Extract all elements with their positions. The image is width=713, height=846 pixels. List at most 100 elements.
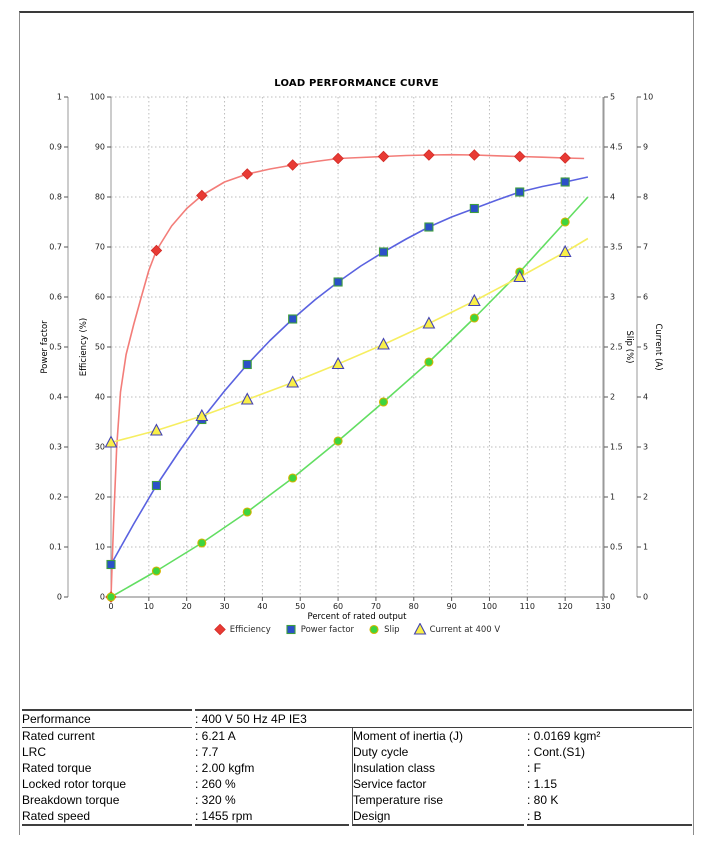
svg-text:5: 5 [610,93,615,102]
performance-value: : 400 V 50 Hz 4P IE3 [195,709,692,728]
current-marker [104,435,118,448]
spec-label: Insulation class [352,760,524,776]
efficiency-marker [332,152,344,165]
axis-title-power_factor: Power factor [40,320,50,374]
spec-table: Performance : 400 V 50 Hz 4P IE3 Rated c… [19,709,695,826]
svg-text:20: 20 [95,493,105,502]
power_factor-marker [378,247,389,257]
page-frame [19,11,694,835]
spec-value: : 80 K [527,793,559,807]
svg-text:60: 60 [95,293,105,302]
slip-marker [288,473,298,483]
curve-slip [110,196,589,598]
power_factor-marker [151,480,161,491]
current-marker [377,337,390,350]
axis-slip: 0 0.5 1 1.5 2 2.5 3 3.5 4 4.5 5 Slip (%) [603,93,634,602]
spec-label: Temperature rise [352,792,524,808]
svg-text:0.8: 0.8 [49,193,62,202]
spec-label: Breakdown torque [22,793,120,807]
current-marker [331,356,345,370]
svg-text:8: 8 [643,193,648,202]
power_factor-marker [288,314,298,324]
efficiency-marker [286,159,299,171]
svg-text:20: 20 [182,602,192,611]
spec-value: : F [527,761,541,775]
current-marker [467,293,481,307]
axis-current: 0 1 2 3 4 5 6 7 8 9 10 Current (A) [636,93,663,602]
power_factor-legend-marker-icon [286,624,296,635]
spec-value: : 320 % [195,793,236,807]
markers-efficiency [105,149,571,603]
performance-label: Performance [22,709,192,728]
spec-value: : 2.00 kgfm [195,761,255,775]
svg-text:2: 2 [643,493,648,502]
spec-value: : 1.15 [527,777,558,791]
x-axis-title: Percent of rated output [308,612,408,622]
spec-label: Moment of inertia (J) [352,728,524,744]
svg-text:3.5: 3.5 [610,243,623,252]
efficiency-legend-marker-icon [214,623,226,636]
current-marker [413,623,426,635]
svg-text:0: 0 [643,593,648,602]
legend-label-power_factor: Power factor [300,624,355,635]
axis-efficiency: 0 10 20 30 40 50 60 70 80 90 100 Efficiency (%) [79,93,112,602]
svg-text:90: 90 [95,143,105,152]
svg-text:0.2: 0.2 [49,493,62,502]
svg-text:2.5: 2.5 [610,343,623,352]
spec-row: Rated torque: 2.00 kgfm Insulation class:… [22,760,692,776]
svg-text:0: 0 [57,593,62,602]
svg-text:10: 10 [144,602,154,611]
legend-item-slip: Slip [367,623,400,636]
svg-text:60: 60 [333,602,343,611]
svg-text:0.1: 0.1 [49,543,62,552]
svg-text:3: 3 [610,293,615,302]
legend-label-current: Current at 400 V [429,624,501,635]
efficiency-marker [196,189,208,202]
slip-marker [378,397,389,407]
current-marker [195,408,209,422]
power_factor-marker [333,277,343,287]
svg-text:1: 1 [57,93,62,102]
svg-text:80: 80 [95,193,105,202]
efficiency-marker [377,150,390,163]
svg-text:1: 1 [610,493,615,502]
axis-title-slip: Slip (%) [624,331,634,364]
svg-text:50: 50 [95,343,105,352]
power_factor-marker [515,187,525,197]
spec-label: Design [352,808,524,826]
current-legend-marker-icon [413,623,426,635]
markers-slip [106,217,570,602]
slip-marker [197,538,207,548]
slip-marker [369,624,379,635]
slip-marker [469,313,479,323]
svg-text:0.4: 0.4 [49,393,62,402]
legend-item-power_factor: Power factor [284,623,354,636]
spec-value: : 260 % [195,777,236,791]
power_factor-marker [560,177,570,187]
power_factor-marker [424,222,434,232]
performance-row: Performance : 400 V 50 Hz 4P IE3 [22,709,692,728]
svg-text:3: 3 [643,443,648,452]
svg-text:10: 10 [643,93,653,102]
curve-power_factor [110,176,589,565]
spec-value: : 6.21 A [195,729,236,743]
current-marker [240,392,254,405]
spec-label: Service factor [352,776,524,792]
svg-text:100: 100 [482,602,497,611]
legend-item-current: Current at 400 V [413,623,501,636]
svg-text:7: 7 [643,243,648,252]
spec-label: Rated current [22,729,95,743]
axis-title-efficiency: Efficiency (%) [79,318,89,376]
svg-text:0.3: 0.3 [49,443,62,452]
current-marker [558,244,572,258]
axis-x: 0 10 20 30 40 50 60 70 80 90 100 110 120 130 Percent o… [108,597,611,622]
power_factor-marker [106,559,116,570]
svg-text:70: 70 [371,602,381,611]
markers-power_factor [106,177,570,570]
spec-row: Rated speed: 1455 rpm Design: B [22,808,692,826]
svg-text:100: 100 [90,93,105,102]
svg-text:9: 9 [643,143,648,152]
svg-text:1.5: 1.5 [610,443,623,452]
spec-label: Rated speed [22,808,192,826]
svg-text:70: 70 [95,243,105,252]
